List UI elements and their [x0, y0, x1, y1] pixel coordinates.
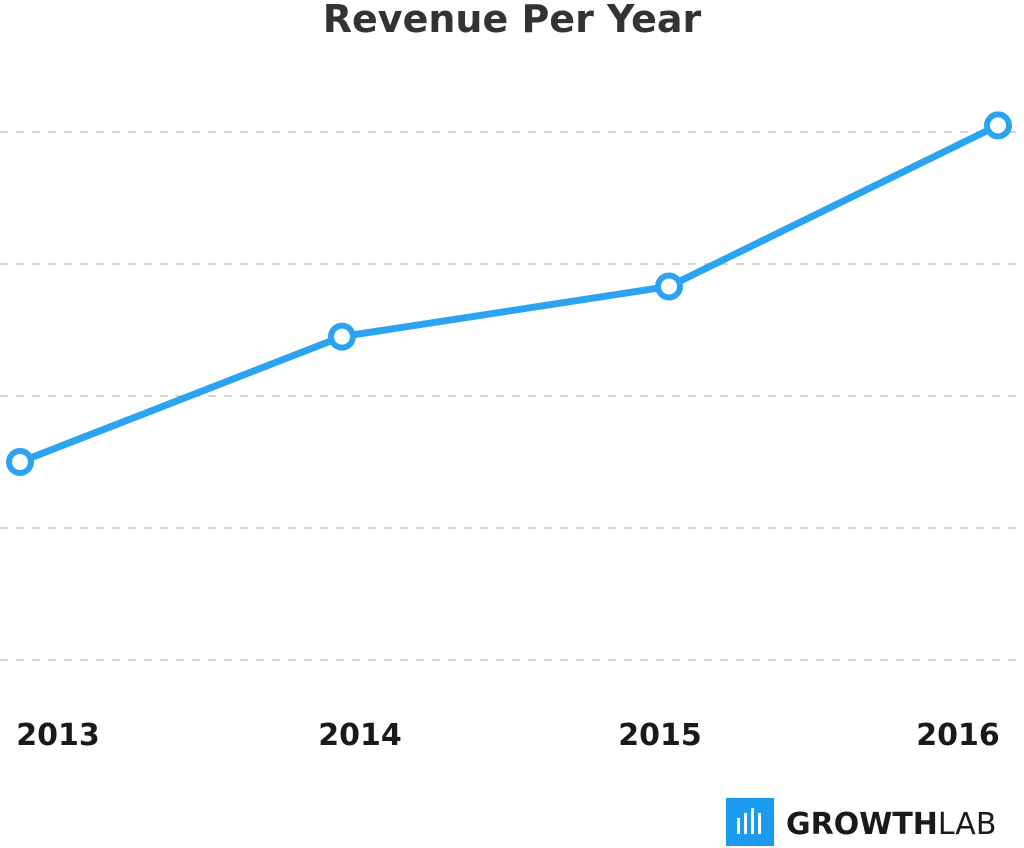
data-point-2015[interactable]: [655, 272, 683, 301]
x-tick-label: 2015: [618, 718, 702, 753]
chart-title: Revenue Per Year: [323, 0, 702, 41]
growthlab-logo: GROWTHLAB: [726, 798, 996, 846]
logo-brand-bold: GROWTH: [786, 807, 938, 842]
logo-wordmark: GROWTHLAB: [786, 807, 996, 842]
x-tick-label: 2014: [318, 718, 402, 753]
data-point-2013[interactable]: [6, 448, 34, 476]
series-revenue: [6, 111, 1012, 476]
logo-brand-light: LAB: [938, 807, 997, 842]
bar-chart-icon: [737, 808, 761, 834]
data-point-2016[interactable]: [984, 111, 1012, 140]
x-tick-label: 2016: [916, 718, 1000, 753]
x-tick-label: 2013: [16, 718, 100, 753]
logo-icon-square: [726, 798, 774, 846]
series-line: [18, 122, 1000, 466]
data-point-2014[interactable]: [328, 322, 356, 351]
gridlines: [0, 131, 1024, 661]
x-axis-ticks: 2013 2014 2015 2016: [16, 718, 1000, 753]
